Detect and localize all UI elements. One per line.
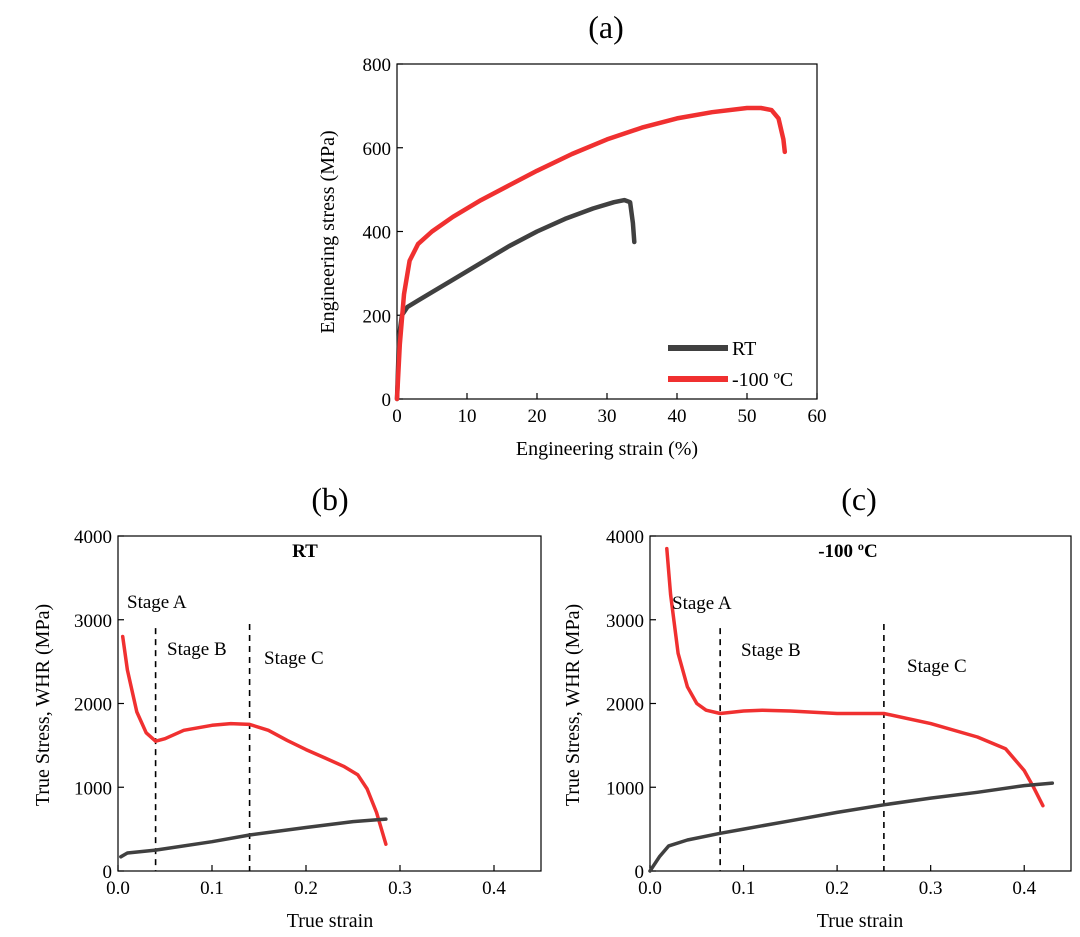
panel-a-xtick-label: 20 xyxy=(528,406,547,427)
panel-b-series xyxy=(119,634,388,859)
panel-b-ytick-label: 3000 xyxy=(74,611,112,632)
panel-c-ylabel: True Stress, WHR (MPa) xyxy=(562,604,584,806)
panel-c-ytick-label: 4000 xyxy=(606,527,644,548)
panel-a-ytick-label: 600 xyxy=(363,139,392,160)
panel-a-series xyxy=(394,105,788,402)
panel-c-ytick-label: 3000 xyxy=(606,611,644,632)
panel-a-ytick-label: 200 xyxy=(363,306,392,327)
panel-a-xlabel: Engineering strain (%) xyxy=(516,438,698,460)
panel-c-xtick-label: 0.1 xyxy=(732,878,756,899)
panel-c-series-true-stress xyxy=(648,781,1055,873)
panel-c-plot-frame xyxy=(649,535,1072,872)
panel-a-title: (a) xyxy=(588,9,624,45)
panel-c-stage-c-label: Stage C xyxy=(907,656,967,677)
panel-b-stage-lines xyxy=(154,623,251,871)
panel-a-ylabel: Engineering stress (MPa) xyxy=(317,130,339,333)
panel-b-xtick-label: 0.2 xyxy=(294,878,318,899)
panel-b-ytick-label: 4000 xyxy=(74,527,112,548)
panel-c-stage-b-label: Stage B xyxy=(741,640,801,661)
panel-b-xtick-label: 0.1 xyxy=(200,878,224,899)
panel-a-ytick-label: 0 xyxy=(382,390,392,411)
panel-c-ytick-label: 2000 xyxy=(606,695,644,716)
panel-b-ytick-label: 0 xyxy=(103,862,113,883)
panel-c-xtick-label: 0.4 xyxy=(1012,878,1036,899)
panel-a-xtick-label: 0 xyxy=(392,406,402,427)
panel-b-stage-b-label: Stage B xyxy=(167,639,227,660)
panel-b-ylabel: True Stress, WHR (MPa) xyxy=(32,604,54,806)
panel-b-xtick-label: 0.4 xyxy=(482,878,506,899)
panel-b-xtick-label: 0.3 xyxy=(388,878,412,899)
panel-a-series-100-c xyxy=(394,105,788,402)
panel-c-xlabel: True strain xyxy=(817,910,903,932)
panel-b-series-whr xyxy=(120,634,388,846)
panel-a-ytick-label: 400 xyxy=(363,223,392,244)
panel-c-ytick-label: 0 xyxy=(635,862,645,883)
panel-a-xtick-label: 30 xyxy=(598,406,617,427)
panel-b-ticks: 0.0 0.1 0.2 0.3 0.4 0 1000 2000 3000 4000 xyxy=(74,527,506,899)
panel-c-ticks: 0.0 0.1 0.2 0.3 0.4 0 1000 2000 3000 4000 xyxy=(606,527,1037,899)
panel-c: (c) 0.0 0.1 0.2 0.3 0.4 0 1000 2000 3000 4000 -10… xyxy=(562,481,1072,932)
panel-a-legend: RT -100 ºC xyxy=(668,338,793,391)
panel-b-xlabel: True strain xyxy=(287,910,373,932)
panel-c-series-whr xyxy=(665,546,1045,808)
panel-a-ytick-label: 800 xyxy=(363,55,392,76)
panel-b-stage-a-label: Stage A xyxy=(127,592,187,613)
panel-c-stage-a-label: Stage A xyxy=(672,593,732,614)
panel-b-ytick-label: 2000 xyxy=(74,695,112,716)
panel-c-ytick-label: 1000 xyxy=(606,778,644,799)
legend-label-rt: RT xyxy=(732,338,756,360)
panel-c-xtick-label: 0.2 xyxy=(825,878,849,899)
panel-a-xtick-label: 40 xyxy=(668,406,687,427)
panel-b-condition-label: RT xyxy=(292,541,318,562)
panel-c-series xyxy=(648,546,1055,873)
panel-b-ytick-label: 1000 xyxy=(74,778,112,799)
panel-a-series-rt xyxy=(394,197,637,402)
panel-a-xtick-label: 50 xyxy=(738,406,757,427)
legend-label-minus100: -100 ºC xyxy=(732,369,793,391)
panel-a-xtick-label: 10 xyxy=(458,406,477,427)
panel-c-condition-label: -100 ºC xyxy=(818,541,878,562)
panel-b-xtick-label: 0.0 xyxy=(106,878,130,899)
panel-b-series-true-stress xyxy=(119,817,388,859)
panel-c-stage-lines xyxy=(719,623,885,871)
panel-c-xtick-label: 0.0 xyxy=(638,878,662,899)
panel-c-title: (c) xyxy=(841,481,877,517)
panel-a-xtick-label: 60 xyxy=(808,406,827,427)
panel-b-plot-frame xyxy=(117,535,542,872)
panel-c-xtick-label: 0.3 xyxy=(919,878,943,899)
panel-b-title: (b) xyxy=(311,481,348,517)
panel-b-stage-c-label: Stage C xyxy=(264,648,324,669)
